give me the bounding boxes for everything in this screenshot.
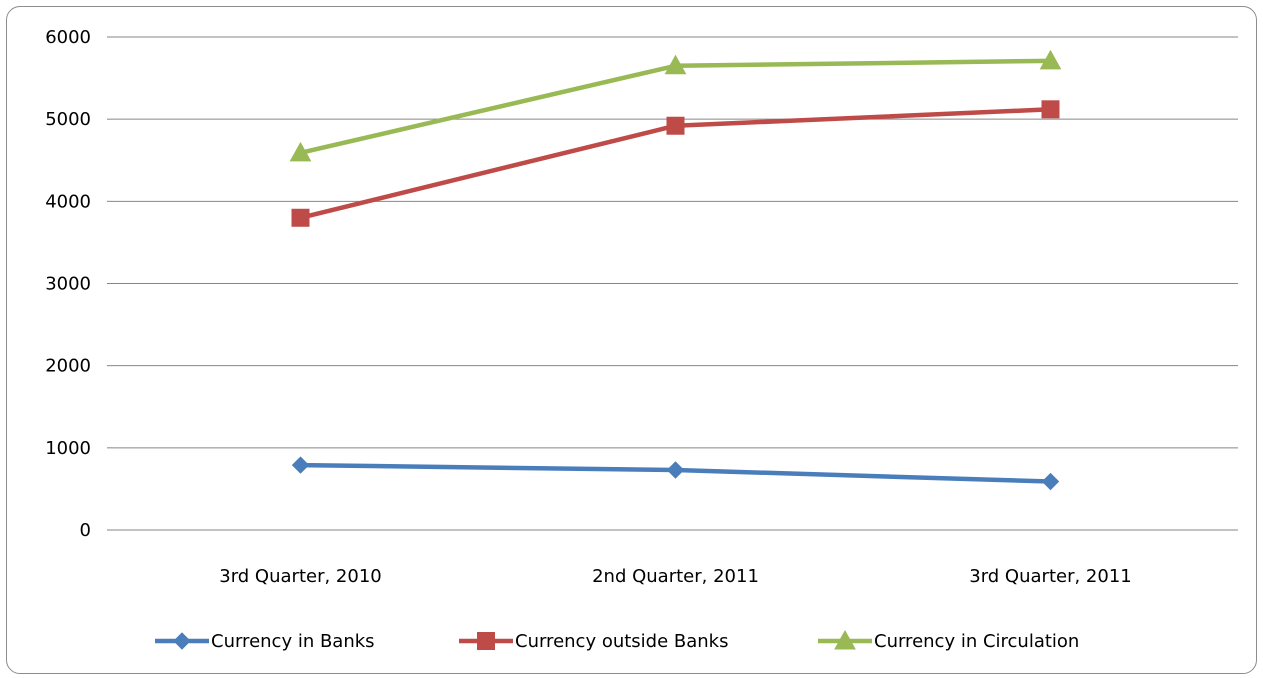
data-point-currency-outside-banks-2	[666, 116, 685, 135]
y-tick-label-1000: 1000	[45, 438, 91, 459]
x-tick-label-1: 3rd Quarter, 2010	[219, 566, 381, 587]
legend-marker-currency-in-circulation	[834, 629, 856, 650]
legend-label-currency-outside-banks: Currency outside Banks	[515, 631, 729, 652]
data-point-currency-in-banks-3	[1041, 472, 1060, 491]
y-tick-label-5000: 5000	[45, 109, 91, 130]
data-point-currency-outside-banks-1	[291, 208, 310, 227]
data-point-currency-in-circulation-2	[664, 54, 687, 75]
gridlines	[113, 36, 1238, 531]
x-tick-label-2: 2nd Quarter, 2011	[592, 566, 759, 587]
data-point-currency-in-circulation-3	[1039, 49, 1062, 70]
x-tick-label-3: 3rd Quarter, 2011	[969, 566, 1131, 587]
legend-marker-currency-in-banks	[173, 632, 191, 650]
y-tick-label-6000: 6000	[45, 27, 91, 48]
data-point-currency-in-banks-1	[291, 456, 310, 474]
y-tick-label-0: 0	[80, 520, 91, 541]
legend-label-currency-in-banks: Currency in Banks	[211, 631, 375, 652]
data-point-currency-in-circulation-1	[289, 141, 312, 162]
legend-item-currency-in-banks: Currency in Banks	[155, 631, 375, 652]
data-point-currency-outside-banks-3	[1041, 100, 1060, 119]
legend-item-currency-in-circulation: Currency in Circulation	[818, 629, 1079, 652]
legend: Currency in Banks Currency outside Banks C…	[155, 629, 1079, 652]
y-tick-label-3000: 3000	[45, 274, 91, 295]
legend-label-currency-in-circulation: Currency in Circulation	[874, 631, 1079, 652]
series-line-currency-in-circulation	[298, 58, 1053, 156]
series-currency-in-circulation	[289, 49, 1062, 162]
series-currency-in-banks	[291, 456, 1060, 491]
y-tick-label-2000: 2000	[45, 356, 91, 377]
data-point-currency-in-banks-2	[666, 461, 685, 479]
y-tick-label-4000: 4000	[45, 191, 91, 212]
legend-item-currency-outside-banks: Currency outside Banks	[459, 631, 729, 652]
series-currency-outside-banks	[291, 100, 1060, 227]
legend-marker-currency-outside-banks	[477, 632, 495, 650]
